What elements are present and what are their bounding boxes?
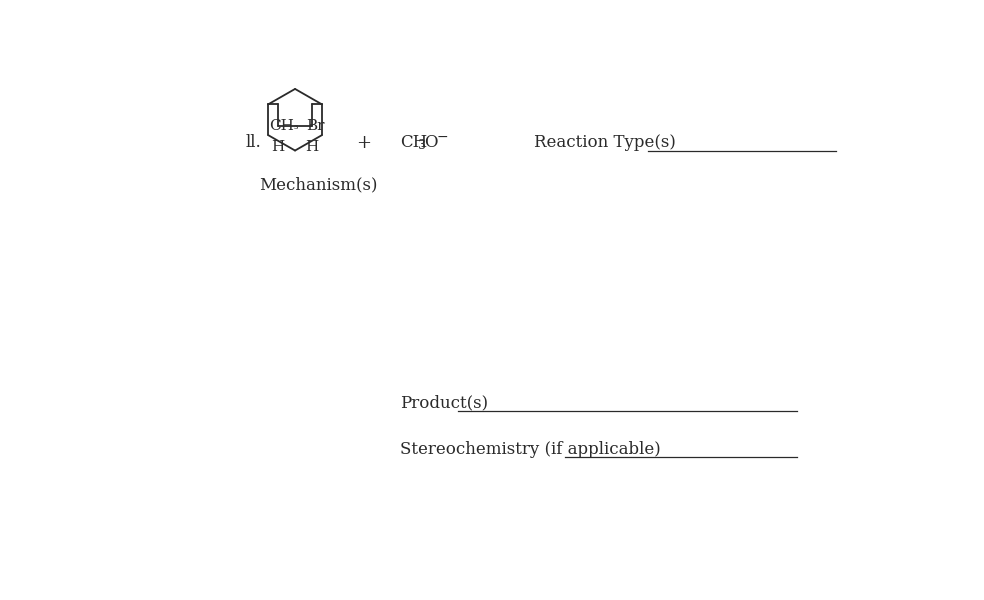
Text: Br: Br bbox=[306, 119, 325, 133]
Text: CH: CH bbox=[269, 119, 293, 133]
Text: −: − bbox=[436, 130, 448, 143]
Text: Stereochemistry (if applicable): Stereochemistry (if applicable) bbox=[400, 441, 661, 458]
Text: Reaction Type(s): Reaction Type(s) bbox=[533, 134, 676, 151]
Text: ₃: ₃ bbox=[293, 121, 298, 131]
Text: O: O bbox=[424, 134, 437, 151]
Text: Mechanism(s): Mechanism(s) bbox=[259, 176, 377, 194]
Text: Product(s): Product(s) bbox=[400, 395, 489, 412]
Text: CH: CH bbox=[400, 134, 428, 151]
Text: H: H bbox=[272, 140, 284, 154]
Text: H: H bbox=[305, 140, 319, 154]
Text: 3: 3 bbox=[417, 139, 425, 152]
Text: ll.: ll. bbox=[245, 134, 261, 151]
Text: +: + bbox=[356, 134, 371, 152]
